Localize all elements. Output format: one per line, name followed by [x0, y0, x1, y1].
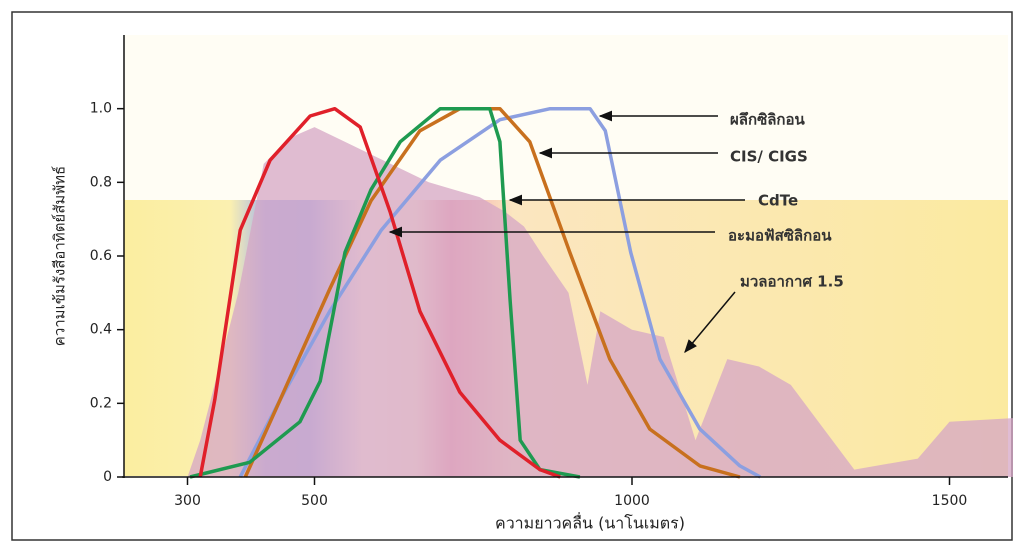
x-tick-label: 300 — [174, 493, 201, 509]
background-top — [124, 35, 1008, 200]
series-label: CdTe — [758, 192, 798, 210]
line — [243, 106, 741, 479]
series-label: ผลึกซิลิกอน — [730, 111, 806, 129]
frame — [11, 11, 1013, 541]
series-label: CIS/ CIGS — [730, 148, 808, 166]
line — [238, 106, 762, 479]
y-tick-label: 1.0 — [90, 101, 112, 117]
annotation-arrow — [684, 291, 736, 354]
line — [189, 106, 581, 479]
x-tick-label: 500 — [301, 493, 328, 509]
y-tick-label: 0.4 — [90, 322, 112, 338]
y-tick-label: 0 — [103, 469, 112, 485]
y-axis-label: ความเข้มรังสีอาทิตย์สัมพัทธ์ — [51, 166, 69, 346]
y-tick-label: 0.6 — [90, 248, 112, 264]
y-tick-label: 0.2 — [90, 395, 112, 411]
series-label: มวลอากาศ 1.5 — [740, 273, 844, 291]
x-axis-label: ความยาวคลื่น (นาโนเมตร) — [495, 512, 685, 533]
series-label: อะมอฟัสซิลิกอน — [728, 227, 832, 245]
line — [198, 106, 561, 479]
y-tick-label: 0.8 — [90, 174, 112, 190]
x-tick-label: 1000 — [614, 493, 650, 509]
x-tick-label: 1500 — [932, 493, 968, 509]
